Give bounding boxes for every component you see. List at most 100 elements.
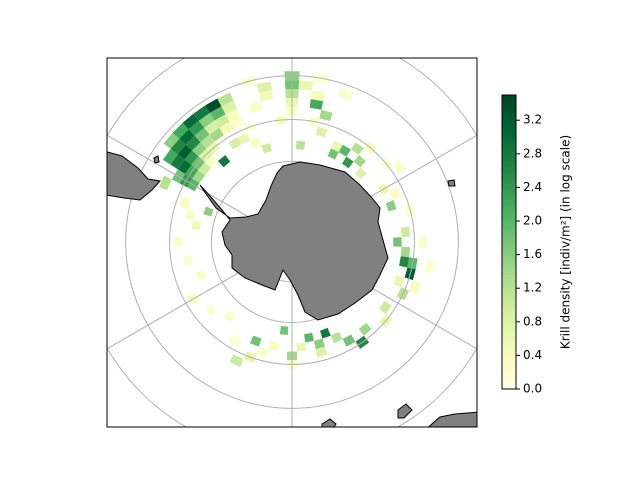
island	[321, 418, 337, 427]
colorbar-swatch	[502, 202, 516, 206]
colorbar-swatch	[502, 141, 516, 145]
colorbar-swatch	[502, 371, 516, 375]
colorbar-swatch	[502, 163, 516, 167]
krill-cell	[257, 81, 272, 93]
land	[107, 151, 477, 427]
colorbar-swatch	[502, 99, 516, 103]
colorbar-swatch	[502, 139, 516, 143]
colorbar-swatch	[502, 293, 516, 297]
krill-cell	[309, 99, 324, 110]
new-zealand	[397, 403, 413, 419]
colorbar-swatch	[502, 308, 516, 312]
colorbar-swatch	[502, 251, 516, 255]
colorbar-swatch	[502, 131, 516, 135]
colorbar-swatch	[502, 310, 516, 314]
colorbar-swatch	[502, 320, 516, 324]
krill-cell	[205, 303, 218, 317]
krill-cell	[400, 226, 411, 238]
colorbar-swatch	[502, 121, 516, 125]
krill-cell	[353, 155, 367, 168]
colorbar-swatch	[502, 210, 516, 214]
krill-cell	[313, 338, 325, 350]
krill-cell	[315, 126, 328, 138]
krill-cell	[194, 127, 210, 143]
krill-cell	[163, 148, 178, 165]
krill-cell	[304, 332, 314, 343]
krill-cell	[158, 175, 172, 191]
krill-cell	[424, 259, 435, 274]
colorbar-swatch	[502, 366, 516, 370]
colorbar-swatch	[502, 222, 516, 226]
krill-cell	[258, 90, 274, 102]
krill-cell	[248, 101, 263, 113]
colorbar-swatch	[502, 200, 516, 204]
colorbar-swatch	[502, 291, 516, 294]
krill-cell	[204, 154, 218, 168]
colorbar-swatch	[502, 205, 516, 209]
colorbar-swatch	[502, 337, 516, 341]
krill-cell	[409, 280, 422, 294]
krill-cell	[191, 220, 202, 230]
krill-cell	[183, 255, 194, 266]
colorbar-swatch	[502, 215, 516, 218]
krill-cell	[225, 108, 241, 122]
krill-cell	[217, 92, 234, 107]
colorbar-swatch	[502, 151, 516, 155]
colorbar-swatch	[502, 109, 516, 113]
colorbar-swatch	[502, 117, 516, 120]
colorbar-tick-label: 0.0	[523, 382, 542, 396]
colorbar-swatch	[502, 107, 516, 111]
colorbar-swatch	[502, 330, 516, 334]
colorbar-swatch	[502, 327, 516, 331]
colorbar-swatch	[502, 126, 516, 130]
colorbar-swatch	[502, 148, 516, 152]
krill-cell	[237, 132, 250, 145]
krill-cell	[296, 342, 307, 352]
colorbar-swatch	[502, 232, 516, 236]
krill-cell	[182, 113, 199, 130]
colorbar-swatch	[502, 188, 516, 192]
krill-cell	[172, 122, 189, 139]
krill-cell	[177, 144, 193, 160]
colorbar-swatch	[502, 178, 516, 182]
colorbar-label: Krill density [indiv/m²] (in log scale)	[559, 135, 573, 349]
colorbar-swatch	[502, 317, 516, 321]
meridian	[326, 261, 477, 350]
colorbar-swatch	[502, 190, 516, 194]
meridian	[326, 134, 477, 223]
krill-cell	[389, 187, 402, 200]
krill-cell	[261, 143, 272, 154]
krill-cell	[327, 148, 339, 160]
krill-cell	[228, 137, 242, 150]
colorbar-swatch	[502, 364, 516, 368]
colorbar-swatch	[502, 374, 516, 378]
krill-cell	[330, 140, 343, 153]
colorbar-swatch	[502, 161, 516, 165]
krill-cell	[192, 142, 207, 157]
colorbar-tick-label: 3.2	[523, 113, 542, 127]
australasia	[427, 411, 477, 427]
krill-cell	[298, 80, 314, 91]
map-frame	[106, 57, 478, 428]
colorbar-swatch	[502, 97, 516, 101]
colorbar-swatch	[502, 298, 516, 302]
colorbar-swatch	[502, 384, 516, 388]
colorbar-tick-label: 1.2	[523, 281, 542, 295]
colorbar-swatch	[502, 207, 516, 211]
colorbar-swatch	[502, 313, 516, 316]
colorbar-swatch	[502, 273, 516, 277]
colorbar-swatch	[502, 286, 516, 290]
south-america	[107, 151, 161, 201]
krill-cell	[228, 334, 242, 347]
colorbar-swatch	[502, 237, 516, 241]
krill-cell	[195, 270, 207, 281]
colorbar-swatch	[502, 261, 516, 265]
krill-cell	[184, 150, 199, 165]
colorbar-swatch	[502, 158, 516, 162]
krill-cell	[198, 162, 212, 176]
colorbar-swatch	[502, 227, 516, 231]
krill-cell	[219, 121, 234, 136]
colorbar-swatch	[502, 239, 516, 243]
colorbar-swatch	[502, 315, 516, 319]
